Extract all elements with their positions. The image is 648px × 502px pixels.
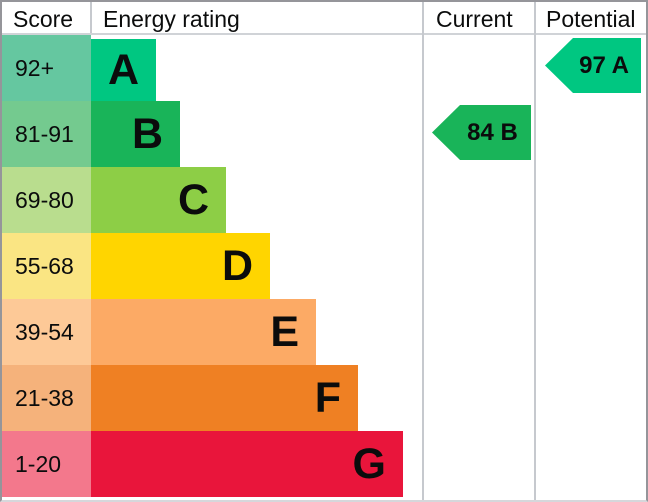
- column-header-potential: Potential: [546, 6, 636, 32]
- band-row-e: 39-54 E: [2, 299, 646, 365]
- column-header-current: Current: [436, 6, 513, 32]
- band-letter-d: D: [221, 241, 253, 290]
- score-range-label-b: 81-91: [15, 120, 74, 147]
- band-bar-d: D: [91, 233, 270, 299]
- band-letter-f: F: [314, 373, 341, 422]
- score-range-label-g: 1-20: [15, 450, 62, 477]
- potential-column-divider: [534, 2, 536, 500]
- score-range-label-d: 55-68: [15, 252, 74, 279]
- band-row-a: 92+ A: [2, 35, 646, 101]
- score-cell-e: 39-54: [2, 299, 91, 365]
- column-header-score: Score: [13, 6, 74, 32]
- score-column-divider: [90, 2, 92, 33]
- score-cell-g: 1-20: [2, 431, 91, 497]
- band-bar-a: A: [91, 39, 156, 101]
- band-row-g: 1-20 G: [2, 431, 646, 497]
- band-letter-a: A: [107, 45, 139, 94]
- band-row-c: 69-80 C: [2, 167, 646, 233]
- score-range-label-f: 21-38: [15, 384, 74, 411]
- band-row-b: 81-91 B: [2, 101, 646, 167]
- current-column-divider: [422, 2, 424, 500]
- column-header-energy-rating: Energy rating: [103, 6, 240, 32]
- band-letter-c: C: [177, 175, 209, 224]
- band-bar-e: E: [91, 299, 316, 365]
- band-bar-f: F: [91, 365, 358, 431]
- score-cell-a: 92+: [2, 35, 91, 101]
- band-letter-b: B: [131, 109, 163, 158]
- band-row-d: 55-68 D: [2, 233, 646, 299]
- current-rating-label: 84 B: [467, 118, 518, 146]
- band-letter-g: G: [352, 439, 386, 488]
- score-cell-d: 55-68: [2, 233, 91, 299]
- band-bar-b: B: [91, 101, 180, 167]
- potential-rating-label: 97 A: [579, 51, 629, 79]
- score-cell-c: 69-80: [2, 167, 91, 233]
- potential-rating-arrow: 97 A: [545, 38, 641, 93]
- band-row-f: 21-38 F: [2, 365, 646, 431]
- score-cell-f: 21-38: [2, 365, 91, 431]
- band-letter-e: E: [270, 307, 299, 356]
- band-bar-c: C: [91, 167, 226, 233]
- band-bar-g: G: [91, 431, 403, 497]
- header-underline: [2, 33, 646, 35]
- score-range-label-e: 39-54: [15, 318, 74, 345]
- score-range-label-a: 92+: [15, 54, 55, 81]
- score-range-label-c: 69-80: [15, 186, 74, 213]
- score-cell-b: 81-91: [2, 101, 91, 167]
